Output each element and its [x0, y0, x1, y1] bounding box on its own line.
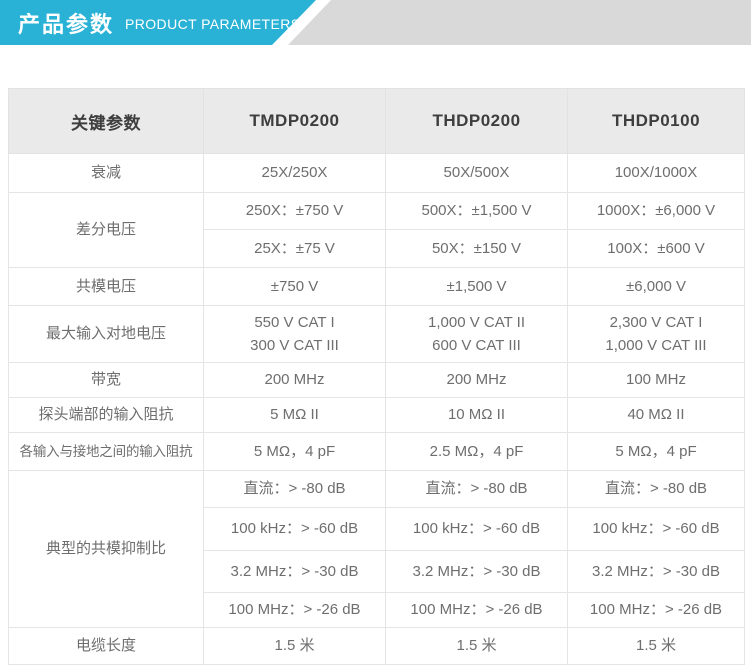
spec-cell: 1000X：±6,000 V — [567, 192, 745, 230]
spec-cell: 50X：±150 V — [385, 229, 568, 268]
spec-cell: 100 kHz：> -60 dB — [203, 507, 386, 551]
row-label-attenuation: 衰减 — [8, 153, 204, 193]
spec-cell: 5 MΩ II — [203, 397, 386, 433]
spec-cell: 40 MΩ II — [567, 397, 745, 433]
table-row-cmrr-3_2mhz: 3.2 MHz：> -30 dB 3.2 MHz：> -30 dB 3.2 MH… — [9, 550, 745, 593]
row-label-probe-tip-impedance: 探头端部的输入阻抗 — [8, 397, 204, 433]
spec-cell: ±750 V — [203, 267, 386, 306]
spec-cell: 直流：> -80 dB — [567, 470, 745, 508]
row-label-cable-length: 电缆长度 — [8, 627, 204, 665]
table-row-cmrr-dc: 典型的共模抑制比 直流：> -80 dB 直流：> -80 dB 直流：> -8… — [8, 470, 745, 628]
row-label-common-mode-voltage: 共模电压 — [8, 267, 204, 306]
spec-cell: 2.5 MΩ，4 pF — [385, 432, 568, 471]
spec-cell: 200 MHz — [203, 362, 386, 398]
spec-cell: 1.5 米 — [203, 627, 386, 665]
spec-cell: 3.2 MHz：> -30 dB — [385, 550, 568, 593]
spec-cell: 100 kHz：> -60 dB — [567, 507, 745, 551]
spec-cell: 5 MΩ，4 pF — [567, 432, 745, 471]
table-row-attenuation: 衰减 25X/250X 50X/500X 100X/1000X — [8, 153, 745, 193]
spec-cell: ±6,000 V — [567, 267, 745, 306]
banner-gray-band — [288, 0, 751, 45]
row-label-typical-cmrr: 典型的共模抑制比 — [8, 470, 204, 628]
column-header-thdp0200: THDP0200 — [385, 88, 568, 154]
spec-cell: 100 MHz：> -26 dB — [385, 592, 568, 628]
table-row-cmrr-100mhz: 100 MHz：> -26 dB 100 MHz：> -26 dB 100 MH… — [9, 592, 745, 628]
spec-cell: 100 MHz：> -26 dB — [203, 592, 386, 628]
table-header-row: 关键参数 TMDP0200 THDP0200 THDP0100 — [8, 88, 745, 154]
product-parameters-banner: 产品参数 PRODUCT PARAMETERS — [0, 0, 751, 45]
table-row-common-mode-voltage: 共模电压 ±750 V ±1,500 V ±6,000 V — [8, 267, 745, 306]
row-label-differential-voltage: 差分电压 — [8, 192, 204, 268]
spec-cell: 直流：> -80 dB — [203, 470, 386, 508]
spec-cell: 1,000 V CAT II 600 V CAT III — [385, 305, 568, 363]
column-header-thdp0100: THDP0100 — [567, 88, 745, 154]
spec-cell: 100 MHz — [567, 362, 745, 398]
spec-cell: 100X/1000X — [567, 153, 745, 193]
banner-accent-ribbon — [0, 0, 316, 45]
spec-cell: 500X：±1,500 V — [385, 192, 568, 230]
banner-title-zh: 产品参数 — [18, 11, 115, 37]
spec-cell: 550 V CAT I 300 V CAT III — [203, 305, 386, 363]
table-row-cable-length: 电缆长度 1.5 米 1.5 米 1.5 米 — [8, 627, 745, 665]
table-row-differential-voltage-2: 25X：±75 V 50X：±150 V 100X：±600 V — [9, 229, 745, 268]
spec-cell: 直流：> -80 dB — [385, 470, 568, 508]
row-label-max-input-to-ground: 最大输入对地电压 — [8, 305, 204, 363]
spec-cell: 25X/250X — [203, 153, 386, 193]
spec-cell: 100X：±600 V — [567, 229, 745, 268]
spec-cell: 100 MHz：> -26 dB — [567, 592, 745, 628]
table-row-input-to-ground-impedance: 各输入与接地之间的输入阻抗 5 MΩ，4 pF 2.5 MΩ，4 pF 5 MΩ… — [8, 432, 745, 471]
table-row-differential-voltage-1: 差分电压 250X：±750 V 500X：±1,500 V 1000X：±6,… — [8, 192, 745, 268]
spec-cell: 3.2 MHz：> -30 dB — [203, 550, 386, 593]
column-header-tmdp0200: TMDP0200 — [203, 88, 386, 154]
spec-cell: 2,300 V CAT I 1,000 V CAT III — [567, 305, 745, 363]
spec-cell: 10 MΩ II — [385, 397, 568, 433]
banner-title-en: PRODUCT PARAMETERS — [125, 15, 301, 32]
column-header-key-params: 关键参数 — [8, 88, 204, 154]
table-row-cmrr-100khz: 100 kHz：> -60 dB 100 kHz：> -60 dB 100 kH… — [9, 507, 745, 551]
spec-cell: 25X：±75 V — [203, 229, 386, 268]
spec-cell: 1.5 米 — [567, 627, 745, 665]
spec-cell: 5 MΩ，4 pF — [203, 432, 386, 471]
table-row-max-input-to-ground: 最大输入对地电压 550 V CAT I 300 V CAT III 1,000… — [8, 305, 745, 363]
spec-cell: 200 MHz — [385, 362, 568, 398]
spec-cell: 100 kHz：> -60 dB — [385, 507, 568, 551]
row-label-input-to-ground-impedance: 各输入与接地之间的输入阻抗 — [8, 432, 204, 471]
row-label-bandwidth: 带宽 — [8, 362, 204, 398]
spec-cell: 1.5 米 — [385, 627, 568, 665]
table-row-probe-tip-impedance: 探头端部的输入阻抗 5 MΩ II 10 MΩ II 40 MΩ II — [8, 397, 745, 433]
product-spec-table: 关键参数 TMDP0200 THDP0200 THDP0100 衰减 25X/2… — [8, 88, 745, 665]
spec-cell: ±1,500 V — [385, 267, 568, 306]
spec-cell: 250X：±750 V — [203, 192, 386, 230]
spec-cell: 3.2 MHz：> -30 dB — [567, 550, 745, 593]
spec-cell: 50X/500X — [385, 153, 568, 193]
table-row-bandwidth: 带宽 200 MHz 200 MHz 100 MHz — [8, 362, 745, 398]
